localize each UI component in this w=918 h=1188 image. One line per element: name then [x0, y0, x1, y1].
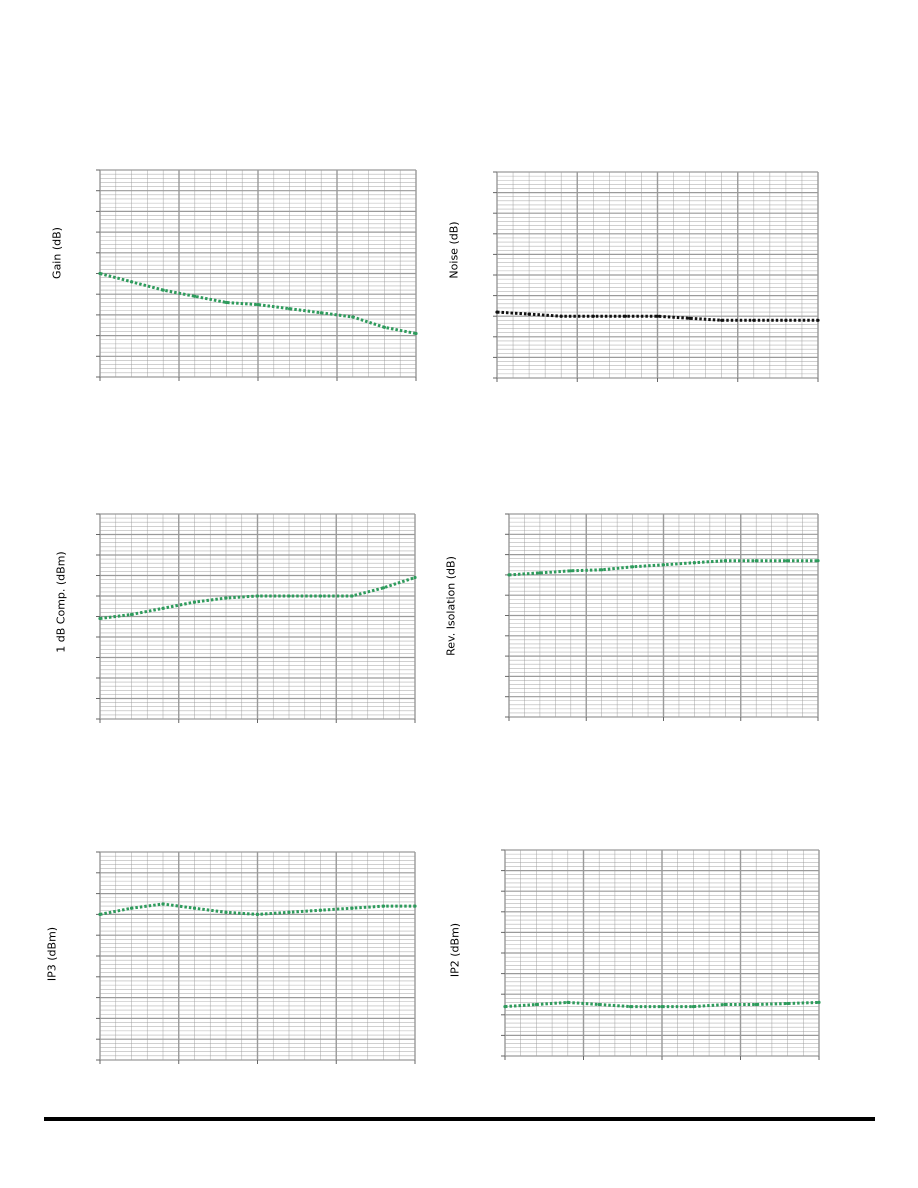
noise-chart-ylabel: Noise (dB) — [447, 221, 461, 279]
data-point — [161, 902, 165, 906]
gain-chart — [96, 169, 418, 381]
data-point — [785, 559, 789, 563]
data-point — [161, 288, 165, 292]
data-point — [129, 612, 134, 617]
data-point — [98, 271, 102, 276]
data-point — [98, 912, 102, 916]
data-point — [692, 561, 696, 565]
data-point — [413, 575, 417, 580]
grid — [496, 171, 819, 379]
data-point — [350, 594, 354, 598]
grid — [99, 169, 417, 378]
rev-isolation-chart-ylabel: Rev. Isolation (dB) — [444, 556, 458, 656]
data-point — [381, 904, 386, 908]
data-point — [655, 314, 660, 318]
data-point — [503, 1005, 507, 1009]
grid — [508, 513, 819, 718]
data-point — [381, 586, 386, 590]
ip2-chart-ylabel: IP2 (dBm) — [448, 922, 462, 978]
ip3-chart-ylabel: IP3 (dBm) — [45, 926, 59, 982]
data-point — [660, 1005, 664, 1009]
series-line — [99, 272, 417, 335]
data-point — [224, 596, 228, 600]
series-line — [504, 1000, 820, 1009]
data-point — [623, 314, 627, 318]
data-point — [817, 1000, 821, 1004]
data-point — [534, 1002, 538, 1007]
data-point — [661, 563, 666, 567]
gain-chart-ylabel: Gain (dB) — [50, 227, 64, 279]
data-point — [382, 325, 386, 329]
data-point — [629, 1005, 633, 1009]
data-point — [192, 906, 197, 910]
ip3-chart-plot — [96, 851, 417, 1064]
data-point — [413, 904, 417, 908]
data-point — [631, 565, 635, 569]
grid — [99, 851, 416, 1061]
data-point — [691, 1005, 695, 1009]
data-point — [538, 571, 542, 575]
rev-isolation-chart-plot — [505, 513, 820, 721]
data-point — [591, 314, 595, 318]
data-point — [256, 303, 260, 307]
data-point — [816, 559, 820, 563]
data-point — [224, 300, 228, 305]
p1db-chart-plot — [96, 513, 417, 723]
data-point — [287, 594, 291, 598]
data-point — [527, 312, 531, 316]
ip2-chart — [501, 849, 821, 1060]
data-point — [495, 310, 499, 314]
data-point — [224, 910, 228, 914]
data-point — [318, 594, 323, 598]
data-point — [414, 331, 418, 336]
data-point — [255, 912, 260, 916]
series-line — [496, 310, 818, 322]
data-point — [507, 573, 511, 577]
data-point — [723, 559, 727, 563]
ip2-chart-plot — [501, 849, 821, 1060]
grid — [99, 513, 416, 720]
rev-isolation-chart — [505, 513, 820, 721]
data-point — [754, 559, 758, 563]
data-point — [130, 280, 134, 284]
noise-chart — [493, 171, 820, 382]
data-point — [98, 616, 102, 621]
data-point — [351, 315, 355, 319]
gain-chart-plot — [96, 169, 418, 381]
data-point — [193, 294, 197, 298]
data-point — [161, 606, 165, 610]
data-point — [288, 307, 292, 311]
p1db-chart-ylabel: 1 dB Comp. (dBm) — [54, 551, 68, 653]
data-point — [786, 1001, 790, 1006]
grid — [504, 849, 820, 1057]
data-point — [192, 600, 197, 604]
data-point — [723, 1002, 727, 1007]
data-point — [318, 908, 323, 912]
data-point — [816, 318, 820, 322]
data-point — [350, 906, 354, 910]
data-point — [287, 910, 291, 914]
data-point — [754, 1002, 758, 1007]
data-point — [559, 314, 563, 318]
data-point — [569, 569, 573, 573]
data-point — [319, 311, 323, 315]
data-point — [688, 316, 692, 320]
noise-chart-plot — [493, 171, 820, 382]
data-point — [600, 568, 604, 572]
data-point — [784, 318, 788, 322]
data-point — [566, 1000, 570, 1004]
data-point — [752, 318, 756, 322]
data-point — [720, 318, 724, 322]
p1db-chart — [96, 513, 417, 723]
footer-rule — [44, 1117, 875, 1121]
data-point — [129, 906, 134, 910]
data-point — [255, 594, 260, 598]
data-point — [597, 1002, 601, 1007]
ip3-chart — [96, 851, 417, 1064]
